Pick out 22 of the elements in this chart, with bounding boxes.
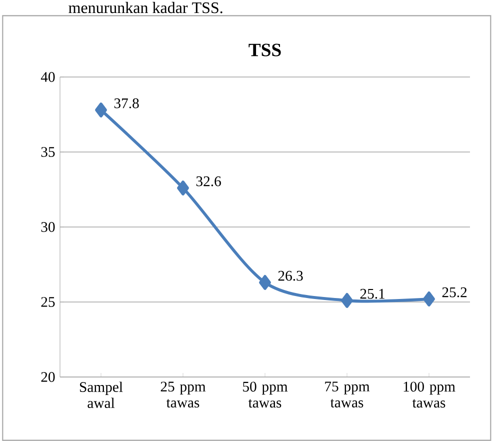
point (259, 275, 271, 290)
point (177, 180, 189, 196)
chart-title: TSS (248, 44, 281, 56)
data-label: 32.6 (196, 176, 221, 186)
y-tick-label: 20 (41, 372, 55, 382)
y-tick-label: 35 (41, 147, 55, 157)
y-tick-label: 25 (41, 297, 55, 307)
x-tick-label: 100 ppm tawas (404, 382, 456, 408)
text: menurunkan kadar TSS. (68, 2, 222, 14)
y-tick-label: 40 (40, 72, 55, 82)
x-tick-label: Sampel awal (80, 382, 123, 408)
point (423, 292, 435, 306)
x-tick-label: 25 ppm tawas (160, 382, 206, 408)
data-label: 26.3 (278, 270, 303, 281)
data-label: 25.2 (442, 287, 467, 298)
data-label: 25.1 (360, 288, 384, 299)
y-tick-label: 30 (41, 222, 55, 232)
point (341, 293, 353, 308)
data-label: 37.8 (114, 98, 139, 108)
x-tick-label: 75 ppm tawas (325, 382, 370, 408)
x-tick-label: 50 ppm tawas (243, 382, 288, 408)
point (95, 102, 107, 118)
